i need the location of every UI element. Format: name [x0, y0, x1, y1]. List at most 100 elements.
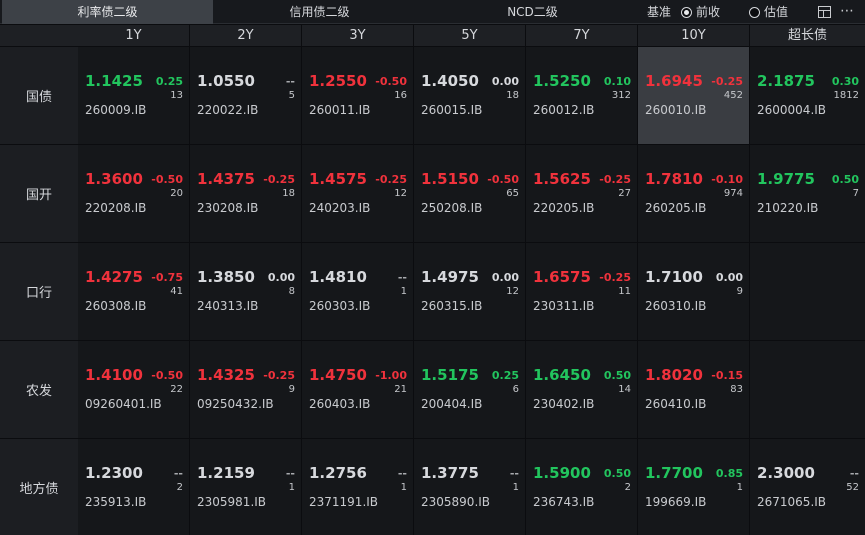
quote-volume: 83 [730, 384, 743, 395]
bond-code: 220205.IB [533, 201, 595, 215]
quote-cell-treasury-1y[interactable]: 1.1425 0.25 13 260009.IB [78, 47, 189, 144]
quote-cell-adbc-1y[interactable]: 1.4100 -0.50 22 09260401.IB [78, 341, 189, 438]
quote-cell-exim-1y[interactable]: 1.4275 -0.75 41 260308.IB [78, 243, 189, 340]
quote-cell-adbc-2y[interactable]: 1.4325 -0.25 9 09250432.IB [190, 341, 301, 438]
quote-cell-treasury-10y[interactable]: 1.6945 -0.25 452 260010.IB [638, 47, 749, 144]
column-header-3y: 3Y [302, 25, 413, 46]
quote-price: 1.2756 [309, 464, 367, 482]
quote-volume: 974 [723, 188, 743, 199]
quote-cell-local-gov-7y[interactable]: 1.5900 0.50 2 236743.IB [526, 439, 637, 535]
quote-cell-exim-5y[interactable]: 1.4975 0.00 12 260315.IB [414, 243, 525, 340]
quote-cell-cdb-7y[interactable]: 1.5625 -0.25 27 220205.IB [526, 145, 637, 242]
tab-rate-bonds-secondary[interactable]: 利率债二级 [2, 0, 213, 24]
quote-volume: 9 [288, 384, 295, 395]
quote-volume: 1 [288, 482, 295, 493]
bond-code: 240313.IB [197, 299, 259, 313]
bond-code: 260403.IB [309, 397, 371, 411]
quote-cell-cdb-3y[interactable]: 1.4575 -0.25 12 240203.IB [302, 145, 413, 242]
quote-volume: 20 [170, 188, 183, 199]
row-header-treasury: 国债 [0, 47, 78, 144]
quote-cell-exim-10y[interactable]: 1.7100 0.00 9 260310.IB [638, 243, 749, 340]
quote-volume: 2 [176, 482, 183, 493]
quote-cell-cdb-2y[interactable]: 1.4375 -0.25 18 230208.IB [190, 145, 301, 242]
quote-price: 1.1425 [85, 72, 143, 90]
quote-cell-local-gov-10y[interactable]: 1.7700 0.85 1 199669.IB [638, 439, 749, 535]
quote-cell-cdb-10y[interactable]: 1.7810 -0.10 974 260205.IB [638, 145, 749, 242]
quote-cell-treasury-2y[interactable]: 1.0550 -- 5 220022.IB [190, 47, 301, 144]
column-header-5y: 5Y [414, 25, 525, 46]
bond-code: 2371191.IB [309, 495, 379, 509]
quote-price: 1.4100 [85, 366, 143, 384]
bond-code: 2305890.IB [421, 495, 491, 509]
quote-change: -0.50 [151, 369, 183, 382]
row-header-local-gov: 地方债 [0, 439, 78, 535]
quote-price: 1.6575 [533, 268, 591, 286]
quote-price: 1.3850 [197, 268, 255, 286]
layout-icon[interactable] [818, 6, 831, 18]
quote-cell-treasury-ultra-long[interactable]: 2.1875 0.30 1812 2600004.IB [750, 47, 865, 144]
quote-price: 1.4375 [197, 170, 255, 188]
tab-credit-bonds-secondary[interactable]: 信用债二级 [289, 5, 350, 19]
quote-price: 1.5625 [533, 170, 591, 188]
quote-price: 1.4575 [309, 170, 367, 188]
basis-option-prev-close-label[interactable]: 前收 [696, 5, 721, 19]
quote-change: 0.50 [831, 173, 859, 186]
quote-price: 1.3775 [421, 464, 479, 482]
quote-cell-treasury-5y[interactable]: 1.4050 0.00 18 260015.IB [414, 47, 525, 144]
quote-cell-exim-7y[interactable]: 1.6575 -0.25 11 230311.IB [526, 243, 637, 340]
quote-cell-adbc-3y[interactable]: 1.4750 -1.00 21 260403.IB [302, 341, 413, 438]
quote-volume: 14 [618, 384, 631, 395]
bond-code: 260310.IB [645, 299, 707, 313]
quote-cell-adbc-5y[interactable]: 1.5175 0.25 6 200404.IB [414, 341, 525, 438]
quote-change: -0.25 [375, 173, 407, 186]
quote-volume: 312 [611, 90, 631, 101]
basis-radio-valuation[interactable] [749, 7, 760, 18]
basis-option-valuation-label[interactable]: 估值 [764, 5, 789, 19]
quote-cell-local-gov-2y[interactable]: 1.2159 -- 1 2305981.IB [190, 439, 301, 535]
quote-cell-cdb-ultra-long[interactable]: 1.9775 0.50 7 210220.IB [750, 145, 865, 242]
quote-change: -- [397, 271, 407, 284]
quote-price: 1.5150 [421, 170, 479, 188]
bond-code: 200404.IB [421, 397, 483, 411]
column-header-7y: 7Y [526, 25, 637, 46]
quote-cell-treasury-7y[interactable]: 1.5250 0.10 312 260012.IB [526, 47, 637, 144]
quote-price: 1.4810 [309, 268, 367, 286]
quote-price: 1.8020 [645, 366, 703, 384]
quote-change: -0.50 [375, 75, 407, 88]
quote-cell-local-gov-ultra-long[interactable]: 2.3000 -- 52 2671065.IB [750, 439, 865, 535]
quote-volume: 1812 [833, 90, 859, 101]
quote-volume: 65 [506, 188, 519, 199]
quote-price: 1.4275 [85, 268, 143, 286]
more-icon[interactable]: ⋯ [840, 3, 855, 19]
quote-change: 0.00 [267, 271, 295, 284]
quote-cell-local-gov-3y[interactable]: 1.2756 -- 1 2371191.IB [302, 439, 413, 535]
quote-cell-local-gov-5y[interactable]: 1.3775 -- 1 2305890.IB [414, 439, 525, 535]
quote-volume: 16 [394, 90, 407, 101]
quote-volume: 12 [506, 286, 519, 297]
quote-cell-local-gov-1y[interactable]: 1.2300 -- 2 235913.IB [78, 439, 189, 535]
column-header-ultra-long: 超长债 [750, 25, 865, 46]
quote-cell-exim-3y[interactable]: 1.4810 -- 1 260303.IB [302, 243, 413, 340]
quote-cell-exim-2y[interactable]: 1.3850 0.00 8 240313.IB [190, 243, 301, 340]
quote-change: 0.50 [603, 369, 631, 382]
row-header-exim: 口行 [0, 243, 78, 340]
bond-code: 260410.IB [645, 397, 707, 411]
tab-ncd-secondary[interactable]: NCD二级 [507, 5, 558, 19]
quote-volume: 12 [394, 188, 407, 199]
quote-change: -0.25 [711, 75, 743, 88]
column-header-2y: 2Y [190, 25, 301, 46]
basis-radio-prev-close[interactable] [681, 7, 692, 18]
quote-volume: 452 [723, 90, 743, 101]
quote-cell-treasury-3y[interactable]: 1.2550 -0.50 16 260011.IB [302, 47, 413, 144]
quote-volume: 52 [846, 482, 859, 493]
quote-cell-adbc-7y[interactable]: 1.6450 0.50 14 230402.IB [526, 341, 637, 438]
bond-code: 260009.IB [85, 103, 147, 117]
quote-volume: 1 [400, 286, 407, 297]
quote-volume: 18 [282, 188, 295, 199]
quote-change: 0.85 [715, 467, 743, 480]
quote-change: 0.00 [491, 271, 519, 284]
quote-cell-cdb-1y[interactable]: 1.3600 -0.50 20 220208.IB [78, 145, 189, 242]
quote-price: 1.2550 [309, 72, 367, 90]
quote-cell-cdb-5y[interactable]: 1.5150 -0.50 65 250208.IB [414, 145, 525, 242]
quote-cell-adbc-10y[interactable]: 1.8020 -0.15 83 260410.IB [638, 341, 749, 438]
